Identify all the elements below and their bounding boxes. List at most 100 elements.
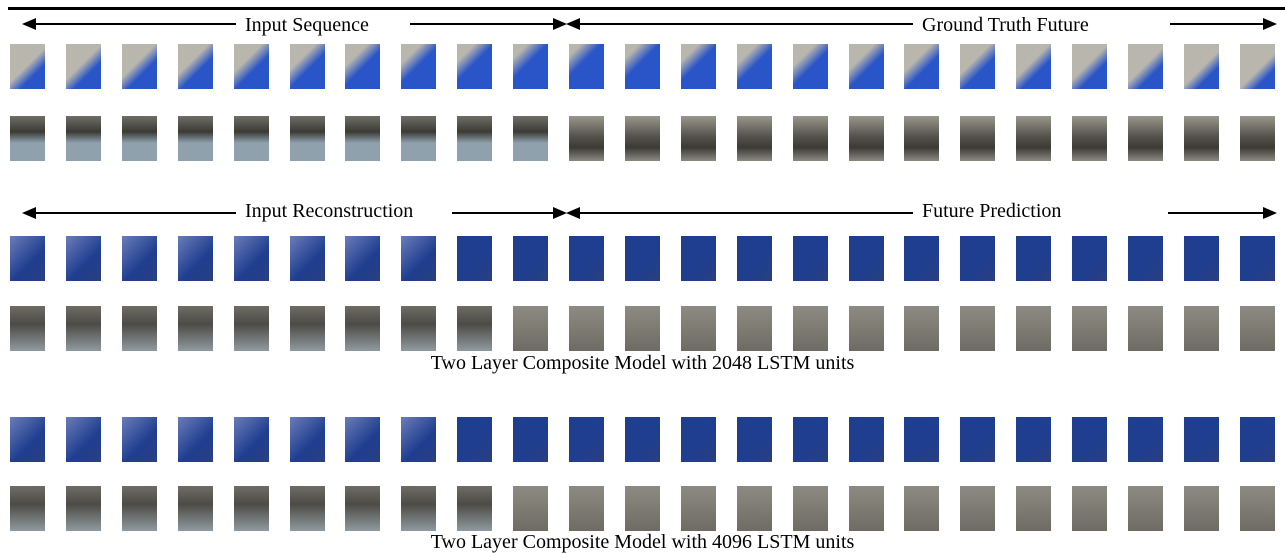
frame-thumbnail (960, 306, 995, 351)
frame-thumbnail (290, 236, 325, 281)
frame-thumbnail (457, 236, 492, 281)
frame-thumbnail (904, 486, 939, 531)
frame-thumbnail (513, 306, 548, 351)
frame-thumbnail (178, 417, 213, 462)
frame-thumbnail (960, 116, 995, 161)
frame-thumbnail (1072, 44, 1107, 89)
frame-thumbnail (737, 417, 772, 462)
frame-thumbnail (904, 236, 939, 281)
frame-thumbnail (1184, 306, 1219, 351)
frame-thumbnail (513, 44, 548, 89)
frame-thumbnail (401, 486, 436, 531)
frame-thumbnail (345, 116, 380, 161)
frame-thumbnail (1184, 236, 1219, 281)
frame-thumbnail (178, 486, 213, 531)
input-reconstruction-label: Input Reconstruction (245, 200, 414, 222)
frame-thumbnail (681, 417, 716, 462)
frame-thumbnail (401, 44, 436, 89)
frame-thumbnail (1016, 486, 1051, 531)
frame-thumbnail (960, 486, 995, 531)
frame-thumbnail (457, 116, 492, 161)
frame-thumbnail (122, 116, 157, 161)
frame-thumbnail (1072, 116, 1107, 161)
frame-thumbnail (1016, 236, 1051, 281)
frame-thumbnail (345, 44, 380, 89)
frame-thumbnail (122, 417, 157, 462)
frame-thumbnail (122, 486, 157, 531)
frame-thumbnail (66, 417, 101, 462)
frame-thumbnail (737, 486, 772, 531)
frame-thumbnail (1016, 116, 1051, 161)
frame-thumbnail (569, 486, 604, 531)
frame-thumbnail (513, 236, 548, 281)
frame-thumbnail (234, 236, 269, 281)
frame-thumbnail (178, 236, 213, 281)
frame-thumbnail (625, 306, 660, 351)
top-rule (8, 7, 1285, 10)
frame-thumbnail (178, 306, 213, 351)
frame-thumbnail (345, 306, 380, 351)
frame-thumbnail (1016, 306, 1051, 351)
frame-thumbnail (345, 486, 380, 531)
frame-thumbnail (793, 116, 828, 161)
frame-thumbnail (849, 236, 884, 281)
frame-thumbnail (849, 116, 884, 161)
frame-thumbnail (10, 417, 45, 462)
frame-thumbnail (1184, 486, 1219, 531)
frame-thumbnail (10, 44, 45, 89)
frame-thumbnail (1240, 236, 1275, 281)
frame-thumbnail (290, 44, 325, 89)
frame-thumbnail (569, 236, 604, 281)
frame-thumbnail (10, 116, 45, 161)
input-sequence-arrow-right (410, 18, 567, 30)
frame-thumbnail (234, 116, 269, 161)
ground-truth-arrow-left (566, 18, 913, 30)
frame-thumbnail (904, 44, 939, 89)
frame-thumbnail (793, 417, 828, 462)
frame-thumbnail (569, 116, 604, 161)
frame-thumbnail (737, 44, 772, 89)
frame-thumbnail (681, 486, 716, 531)
frame-thumbnail (1184, 417, 1219, 462)
frame-thumbnail (290, 306, 325, 351)
frame-thumbnail (513, 417, 548, 462)
frame-thumbnail (681, 306, 716, 351)
frame-thumbnail (457, 306, 492, 351)
frame-thumbnail (1128, 417, 1163, 462)
frame-thumbnail (178, 116, 213, 161)
frame-thumbnail (849, 44, 884, 89)
ground-truth-future-label: Ground Truth Future (922, 14, 1089, 36)
future-prediction-arrow-right (1168, 207, 1277, 219)
frame-thumbnail (569, 44, 604, 89)
frame-thumbnail (234, 306, 269, 351)
frame-thumbnail (1016, 44, 1051, 89)
frame-thumbnail (1240, 417, 1275, 462)
frame-thumbnail (513, 486, 548, 531)
frame-thumbnail (234, 44, 269, 89)
frame-thumbnail (290, 116, 325, 161)
frame-thumbnail (904, 306, 939, 351)
frame-thumbnail (960, 236, 995, 281)
frame-thumbnail (904, 116, 939, 161)
input-sequence-label: Input Sequence (245, 14, 369, 36)
frame-thumbnail (737, 236, 772, 281)
frame-thumbnail (1128, 486, 1163, 531)
frame-thumbnail (122, 44, 157, 89)
frame-thumbnail (625, 44, 660, 89)
frame-thumbnail (10, 486, 45, 531)
frame-thumbnail (457, 417, 492, 462)
frame-thumbnail (234, 486, 269, 531)
frame-thumbnail (1072, 417, 1107, 462)
frame-thumbnail (793, 236, 828, 281)
frame-thumbnail (1184, 44, 1219, 89)
frame-thumbnail (10, 236, 45, 281)
frame-thumbnail (66, 44, 101, 89)
frame-thumbnail (793, 44, 828, 89)
frame-thumbnail (793, 306, 828, 351)
frame-thumbnail (401, 236, 436, 281)
frame-thumbnail (793, 486, 828, 531)
input-reconstruction-arrow-left (22, 207, 236, 219)
frame-thumbnail (178, 44, 213, 89)
frame-thumbnail (960, 417, 995, 462)
caption-4096: Two Layer Composite Model with 4096 LSTM… (430, 531, 855, 553)
